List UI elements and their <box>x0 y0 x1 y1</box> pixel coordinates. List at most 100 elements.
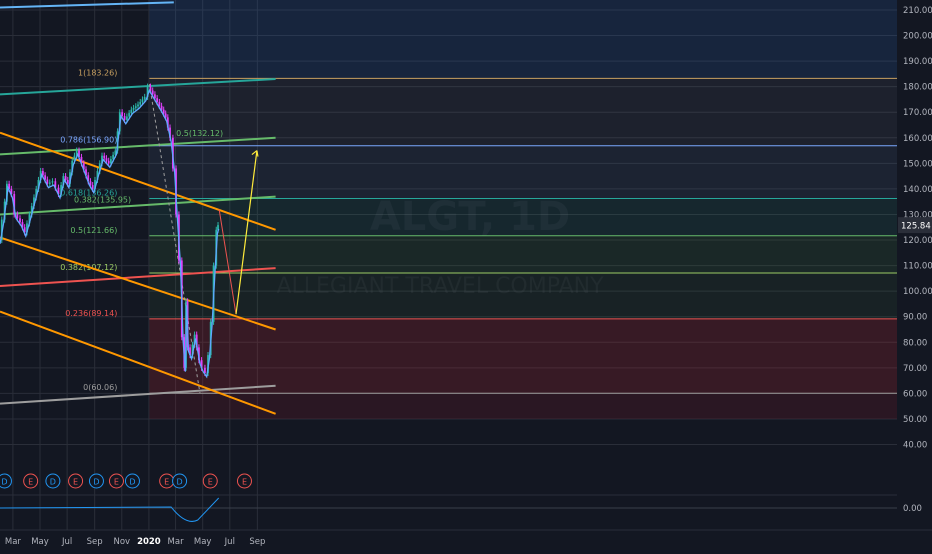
candle-body <box>33 197 35 206</box>
earnings-marker[interactable] <box>108 473 124 489</box>
trend-line[interactable] <box>0 267 276 288</box>
trend-line[interactable] <box>0 195 276 216</box>
candle-body <box>96 171 99 180</box>
candle-body <box>78 150 80 157</box>
price-axis-tick: 170.00 <box>903 108 932 118</box>
candle-body <box>189 347 191 356</box>
candle-body <box>85 169 87 176</box>
candle-body <box>0 219 3 241</box>
candle-body <box>73 155 76 161</box>
event-marker-letter: D <box>1 478 7 487</box>
candle-body <box>91 185 94 189</box>
trend-lines[interactable] <box>0 1 276 415</box>
candle-body <box>35 188 38 198</box>
candle-body <box>28 214 31 224</box>
earnings-marker[interactable] <box>202 473 218 489</box>
earnings-marker[interactable] <box>236 473 252 489</box>
event-marker-letter: D <box>93 478 99 487</box>
candle-body <box>105 158 108 161</box>
trend-line[interactable] <box>0 236 276 331</box>
time-axis-tick: Nov <box>113 537 130 547</box>
event-marker-letter: D <box>176 478 182 487</box>
candle-body <box>200 360 203 368</box>
candle-body <box>62 176 65 186</box>
time-axis-tick: Jul <box>61 537 72 547</box>
price-axis-tick: 70.00 <box>903 364 927 374</box>
candle-body <box>71 160 74 173</box>
fib-level-label: 0.236(89.14) <box>65 309 117 318</box>
time-axis-tick: Sep <box>87 537 103 547</box>
time-axis-tick: May <box>194 537 212 547</box>
candle-body <box>204 367 206 373</box>
price-axis-tick: 130.00 <box>903 210 932 220</box>
candle-body <box>156 98 159 103</box>
candle-body <box>64 176 67 180</box>
moving-average-line <box>0 88 220 379</box>
trend-line[interactable] <box>0 384 276 405</box>
candle-body <box>30 205 33 215</box>
company-watermark: ALLEGIANT TRAVEL COMPANY <box>276 274 604 299</box>
candle-body <box>217 225 219 230</box>
candle-body <box>198 347 200 361</box>
dividend-marker[interactable] <box>45 473 61 489</box>
price-axis-tick: 110.00 <box>903 262 932 272</box>
price-axis-tick: 200.00 <box>903 32 932 42</box>
candle-body <box>23 227 26 233</box>
candle-body <box>164 113 167 118</box>
dividend-marker[interactable] <box>172 473 188 489</box>
price-axis-tick: 100.00 <box>903 287 932 297</box>
last-price-tag[interactable] <box>898 217 932 234</box>
trend-line[interactable] <box>0 310 276 415</box>
candle-body <box>101 155 103 164</box>
fib-level-label: 0(60.06) <box>83 383 117 392</box>
price-axis-tick: 60.00 <box>903 389 927 399</box>
candle-body <box>193 334 196 345</box>
candle-body <box>69 172 71 184</box>
price-axis-tick: 210.00 <box>903 6 932 16</box>
earnings-marker[interactable] <box>23 473 39 489</box>
candle-body <box>195 334 198 348</box>
fib-band <box>149 145 898 199</box>
candle-body <box>13 194 16 215</box>
earnings-marker[interactable] <box>68 473 84 489</box>
projection-down-leg[interactable] <box>218 209 237 315</box>
dividend-marker[interactable] <box>88 473 104 489</box>
price-axis-tick: 80.00 <box>903 338 927 348</box>
dividend-marker[interactable] <box>0 473 12 489</box>
time-axis-tick: May <box>31 537 49 547</box>
candle-body <box>94 179 96 189</box>
fib-upper-zone <box>149 0 898 79</box>
candle-body <box>137 104 139 107</box>
candle-body <box>134 106 137 108</box>
dividend-marker[interactable] <box>124 473 140 489</box>
trend-line[interactable] <box>0 131 276 231</box>
candle-body <box>128 113 131 117</box>
candle-body <box>98 163 101 172</box>
fib-band <box>149 318 898 394</box>
event-markers <box>0 473 252 489</box>
price-axis-tick: 50.00 <box>903 415 927 425</box>
projection-up-leg[interactable] <box>235 150 258 315</box>
event-marker-letter: D <box>129 478 135 487</box>
candle-body <box>154 94 156 99</box>
fib-lower-zone <box>149 393 898 419</box>
candle-body <box>51 181 54 183</box>
projection-arrow-icon <box>251 150 259 157</box>
candle-body <box>191 344 194 356</box>
candle-body <box>48 182 51 184</box>
price-axis[interactable] <box>897 0 932 550</box>
candle-body <box>60 185 63 195</box>
trend-line[interactable] <box>0 1 174 9</box>
event-marker-letter: E <box>28 478 33 487</box>
event-marker-letter: E <box>208 478 213 487</box>
trend-line[interactable] <box>0 136 276 156</box>
candle-body <box>166 117 169 128</box>
candle-body <box>103 155 106 159</box>
candle-body <box>80 156 83 164</box>
candle-body <box>121 112 124 117</box>
trend-line[interactable] <box>0 78 276 96</box>
candle-body <box>37 179 40 189</box>
candle-body <box>123 116 126 120</box>
